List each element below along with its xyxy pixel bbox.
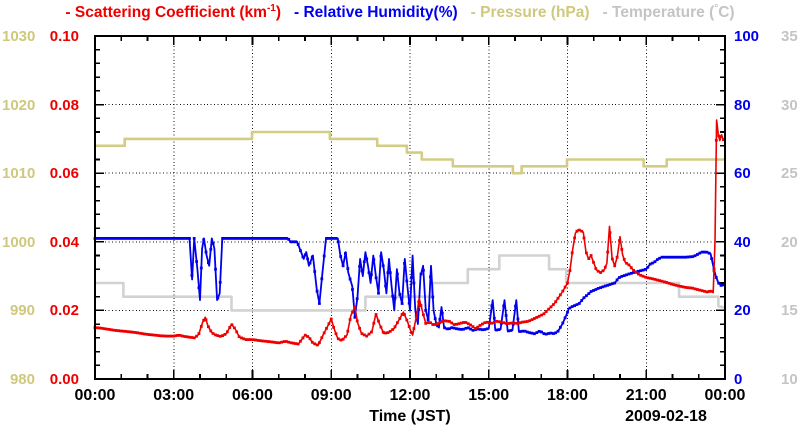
time-tick-label: 06:00 bbox=[232, 387, 273, 404]
plot-frame bbox=[94, 35, 726, 380]
temperature-tick-label: 20 bbox=[781, 233, 798, 251]
time-tick-label: 09:00 bbox=[310, 387, 352, 404]
humidity-tick-label: 80 bbox=[734, 96, 751, 114]
humidity-tick-label: 60 bbox=[734, 165, 751, 183]
chart-legend: - Scattering Coefficient (km-1) - Relati… bbox=[0, 3, 800, 22]
pressure-tick-label: 1000 bbox=[2, 233, 36, 251]
humidity-tick-label: 0 bbox=[734, 371, 743, 388]
temperature-tick-label: 15 bbox=[781, 302, 798, 320]
series-humidity-line bbox=[95, 237, 726, 336]
pressure-tick-label: 1020 bbox=[2, 96, 36, 114]
scattering-tick-label: 0.00 bbox=[49, 371, 79, 388]
series-humidity-markers bbox=[93, 237, 725, 336]
temperature-tick-label: 30 bbox=[781, 96, 798, 114]
legend-humidity: - Relative Humidity(%) bbox=[294, 3, 458, 22]
time-tick-label: 15:00 bbox=[468, 387, 510, 404]
legend-scattering-tail: ) bbox=[275, 4, 282, 22]
time-tick-label: 03:00 bbox=[153, 387, 195, 404]
temperature-tick-label: 35 bbox=[781, 28, 798, 45]
humidity-tick-label: 100 bbox=[734, 28, 760, 45]
time-tick-label: 12:00 bbox=[389, 387, 431, 404]
time-tick-label: 18:00 bbox=[547, 387, 588, 404]
scattering-tick-label: 0.04 bbox=[49, 233, 79, 251]
scattering-tick-label: 0.08 bbox=[49, 96, 79, 114]
time-tick-label: 00:00 bbox=[74, 387, 116, 404]
x-axis-date: 2009-02-18 bbox=[625, 408, 707, 425]
pressure-tick-label: 1010 bbox=[2, 165, 36, 183]
legend-pressure: - Pressure (hPa) bbox=[471, 3, 590, 22]
legend-scattering-sup: -1 bbox=[266, 3, 276, 14]
humidity-tick-label: 40 bbox=[734, 233, 751, 251]
legend-temperature: - Temperature (°C) bbox=[602, 3, 735, 22]
humidity-tick-label: 20 bbox=[734, 302, 751, 320]
legend-scattering: - Scattering Coefficient (km-1) bbox=[65, 3, 281, 22]
pressure-tick-label: 990 bbox=[9, 302, 35, 320]
time-tick-label: 00:00 bbox=[704, 387, 746, 404]
temperature-tick-label: 25 bbox=[781, 165, 798, 183]
series-pressure-line bbox=[95, 130, 725, 175]
temperature-tick-label: 10 bbox=[781, 371, 798, 388]
x-axis-title: Time (JST) bbox=[369, 408, 451, 425]
pressure-tick-label: 1030 bbox=[2, 28, 36, 45]
time-tick-label: 21:00 bbox=[625, 387, 667, 404]
legend-pressure-text: - Pressure (hPa) bbox=[470, 4, 590, 22]
legend-scattering-text: - Scattering Coefficient (km bbox=[65, 4, 267, 22]
pressure-tick-label: 980 bbox=[9, 371, 35, 388]
scattering-tick-label: 0.02 bbox=[49, 302, 79, 320]
scattering-tick-label: 0.10 bbox=[49, 28, 79, 45]
series-scattering-markers bbox=[93, 134, 725, 347]
legend-temperature-text: - Temperature ( bbox=[602, 4, 715, 22]
scattering-tick-label: 0.06 bbox=[49, 165, 79, 183]
series-temperature-line bbox=[95, 254, 726, 312]
legend-humidity-text: - Relative Humidity(%) bbox=[294, 4, 458, 22]
degree-symbol: ° bbox=[714, 3, 719, 14]
